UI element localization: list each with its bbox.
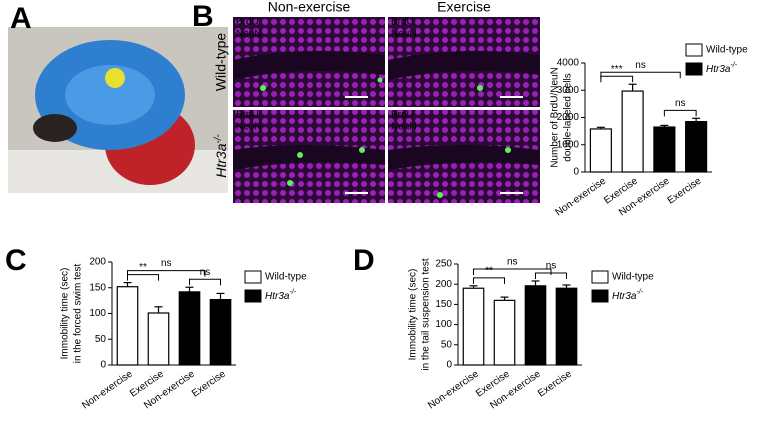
stain-label: BrdU <box>236 17 259 28</box>
row-label: Htr3a-/- <box>213 134 229 178</box>
bar <box>685 120 708 173</box>
bar <box>555 287 578 366</box>
x-tick-label: Non-exercise <box>426 368 481 411</box>
bar <box>621 90 644 173</box>
bar <box>493 299 516 366</box>
y-axis-label: in the tail suspension test <box>421 258 432 371</box>
significance-label: *** <box>611 64 623 75</box>
bar <box>462 287 485 366</box>
y-axis-label: in the forced swim test <box>73 264 84 364</box>
significance-bracket <box>663 109 697 117</box>
column-label: Exercise <box>437 0 491 15</box>
y-axis-label: Immobility time (sec) <box>408 269 419 361</box>
bar <box>116 286 139 366</box>
legend-label: Htr3a-/- <box>265 289 297 302</box>
y-tick-label: 50 <box>95 334 107 345</box>
panel-label: D <box>353 244 375 277</box>
stain-label: NeuN <box>236 29 262 40</box>
significance-label: ns <box>200 267 211 278</box>
significance-label: ns <box>546 261 557 272</box>
y-tick-label: 200 <box>435 279 452 290</box>
stain-label: NeuN <box>391 122 417 133</box>
y-tick-label: 0 <box>573 167 579 178</box>
y-tick-label: 250 <box>435 259 452 270</box>
stain-label: BrdU <box>391 110 414 121</box>
significance-label: ** <box>485 265 493 276</box>
y-tick-label: 200 <box>89 257 106 268</box>
significance-label: ** <box>139 262 147 273</box>
y-tick-label: 1000 <box>557 139 580 150</box>
y-tick-label: 150 <box>435 299 452 310</box>
legend-swatch <box>244 270 262 284</box>
bar <box>653 126 676 173</box>
significance-label: ns <box>507 257 518 268</box>
y-tick-label: 100 <box>89 308 106 319</box>
micrographs <box>233 17 540 203</box>
column-label: Non-exercise <box>268 0 351 15</box>
panel-label: A <box>10 2 32 35</box>
significance-bracket <box>600 71 681 79</box>
significance-bracket <box>127 270 206 277</box>
significance-label: ns <box>635 60 646 71</box>
y-tick-label: 2000 <box>557 112 580 123</box>
legend-label: Wild-type <box>612 272 654 283</box>
y-axis-label: Immobility time (sec) <box>60 268 71 360</box>
y-tick-label: 4000 <box>557 58 580 69</box>
significance-label: ns <box>675 98 686 109</box>
bar <box>178 291 201 366</box>
legend-label: Htr3a-/- <box>612 289 644 302</box>
bar <box>147 312 170 366</box>
significance-bracket <box>473 277 505 284</box>
photo <box>8 27 228 193</box>
legend-swatch <box>244 289 262 303</box>
x-tick-label: Non-exercise <box>554 175 609 218</box>
y-tick-label: 0 <box>446 360 452 371</box>
significance-bracket <box>127 274 159 281</box>
x-tick-label: Non-exercise <box>80 368 135 411</box>
y-tick-label: 150 <box>89 282 106 293</box>
significance-label: ns <box>161 258 172 269</box>
stain-label: NeuN <box>236 122 262 133</box>
significance-bracket <box>189 278 221 286</box>
y-tick-label: 3000 <box>557 85 580 96</box>
y-tick-label: 0 <box>100 360 106 371</box>
significance-bracket <box>600 75 634 83</box>
y-tick-label: 100 <box>435 319 452 330</box>
x-tick-label: Exercise <box>536 368 574 399</box>
panel-label: C <box>5 244 27 277</box>
bar <box>524 285 547 366</box>
x-tick-label: Exercise <box>190 368 228 399</box>
legend-swatch <box>685 62 703 76</box>
legend-label: Htr3a-/- <box>706 62 738 75</box>
y-axis-label: Number of BrdU/NeuN <box>550 67 561 168</box>
bar <box>589 128 612 173</box>
legend-swatch <box>591 270 609 284</box>
legend-swatch <box>591 289 609 303</box>
stain-label: NeuN <box>391 29 417 40</box>
stain-label: BrdU <box>236 110 259 121</box>
row-label: Wild-type <box>213 33 229 92</box>
y-axis-label: double-labeled cells <box>563 73 574 161</box>
significance-bracket <box>535 272 567 279</box>
legend-label: Wild-type <box>265 272 307 283</box>
significance-bracket <box>473 268 552 275</box>
y-tick-label: 50 <box>441 339 453 350</box>
x-tick-label: Exercise <box>666 175 704 206</box>
bar <box>209 298 232 366</box>
legend-label: Wild-type <box>706 45 748 56</box>
legend-swatch <box>685 43 703 57</box>
stain-label: BrdU <box>391 17 414 28</box>
panel-label: B <box>192 0 214 33</box>
